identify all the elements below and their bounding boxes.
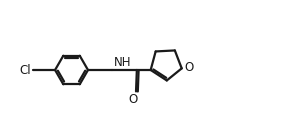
Text: Cl: Cl [19,64,31,76]
Text: O: O [129,93,138,106]
Text: O: O [184,61,194,74]
Text: NH: NH [114,56,131,69]
